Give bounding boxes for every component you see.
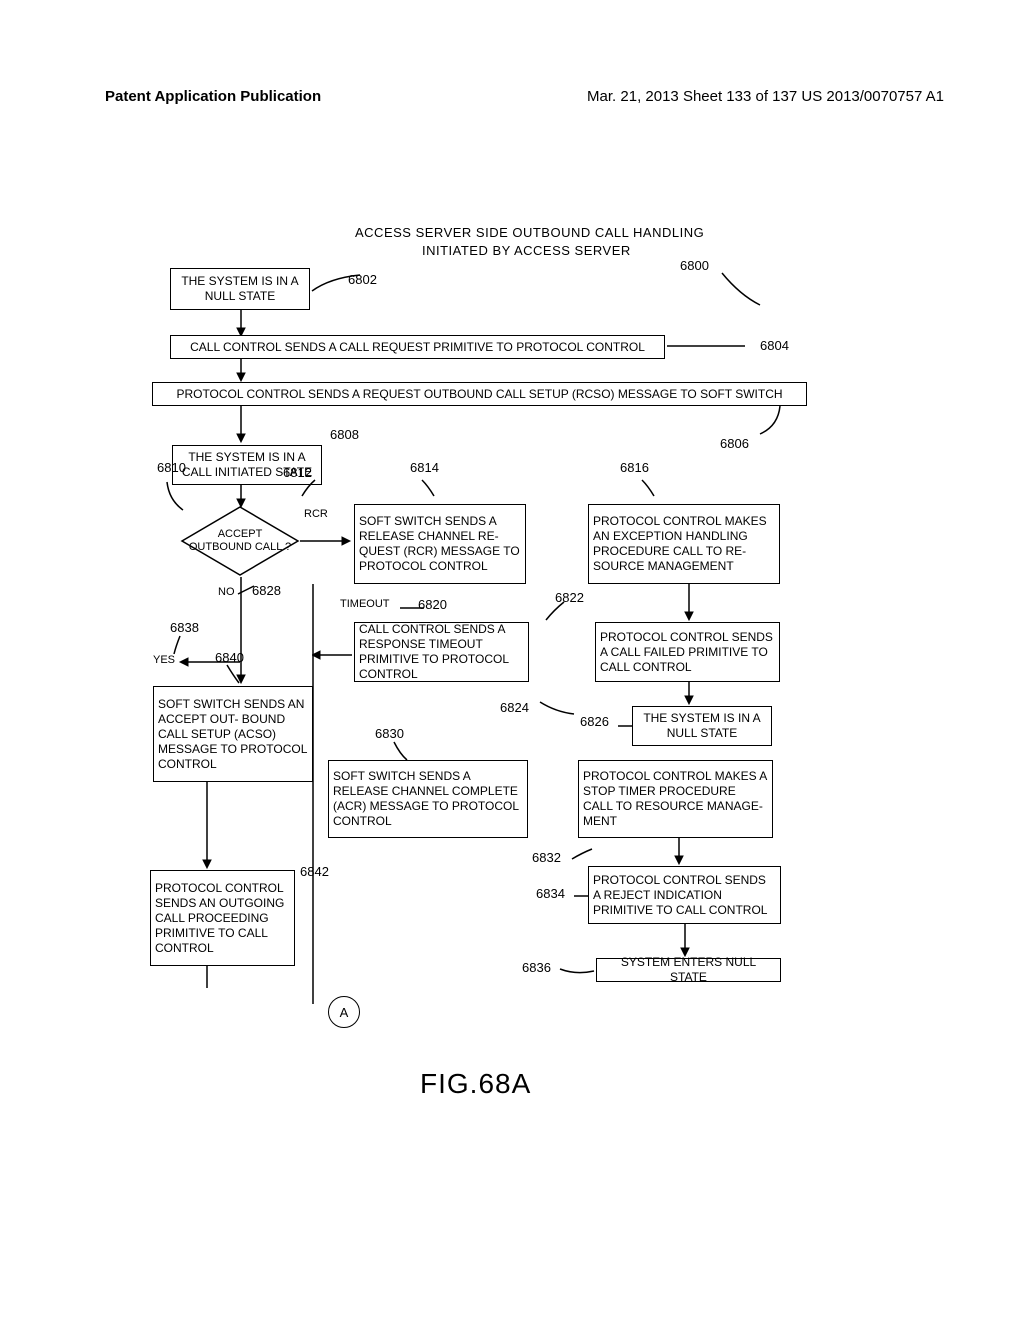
box-6802: THE SYSTEM IS IN A NULL STATE [170, 268, 310, 310]
box-6842: PROTOCOL CONTROL SENDS AN OUTGOING CALL … [150, 870, 295, 966]
ref-6800: 6800 [680, 258, 709, 273]
leader-6826 [616, 722, 636, 732]
leader-6834 [572, 892, 590, 902]
ref-6808: 6808 [330, 427, 359, 442]
title-line-1: ACCESS SERVER SIDE OUTBOUND CALL HANDLIN… [355, 225, 704, 240]
yes-label: YES [153, 654, 175, 666]
arrow-6834-6836 [678, 924, 692, 958]
box-6830: SOFT SWITCH SENDS A RELEASE CHANNEL COMP… [328, 760, 528, 838]
box-6826: THE SYSTEM IS IN A NULL STATE [632, 706, 772, 746]
box-6832: PROTOCOL CONTROL MAKES A STOP TIMER PROC… [578, 760, 773, 838]
ref-6834: 6834 [536, 886, 565, 901]
ref-6824: 6824 [500, 700, 529, 715]
arrow-6824-6826 [682, 682, 696, 706]
arrow-6804-6806 [234, 359, 248, 383]
title-line-2: INITIATED BY ACCESS SERVER [422, 243, 631, 258]
arrow-6842-down [200, 966, 214, 996]
arrow-6802-6804 [234, 310, 248, 338]
box-6836: SYSTEM ENTERS NULL STATE [596, 958, 781, 982]
ref-6836: 6836 [522, 960, 551, 975]
ref-6810-label: 6810 [157, 460, 186, 475]
rcr-label: RCR [304, 508, 328, 520]
arrow-6816-6824 [682, 584, 696, 622]
leader-6804 [665, 338, 765, 358]
leader-6832 [570, 847, 594, 865]
ref-6814: 6814 [410, 460, 439, 475]
leader-6824 [538, 700, 578, 718]
no-label: NO [218, 586, 235, 598]
box-6822: CALL CONTROL SENDS A RESPONSE TIMEOUT PR… [354, 622, 529, 682]
ref-6816: 6816 [620, 460, 649, 475]
diamond-6810: ACCEPT OUTBOUND CALL ? [180, 505, 300, 577]
header-left: Patent Application Publication [105, 88, 321, 105]
leader-6830 [392, 740, 412, 762]
ref-6838: 6838 [170, 620, 199, 635]
ref-6804: 6804 [760, 338, 789, 353]
leader-6800 [720, 265, 780, 315]
diamond-6810-label: ACCEPT OUTBOUND CALL ? [180, 528, 300, 553]
box-6834: PROTOCOL CONTROL SENDS A REJECT INDICATI… [588, 866, 781, 924]
vert-col2 [306, 584, 320, 1014]
leader-6838 [172, 634, 190, 656]
arrow-6806-6808 [234, 406, 248, 444]
box-6840: SOFT SWITCH SENDS AN ACCEPT OUT- BOUND C… [153, 686, 313, 782]
box-6816: PROTOCOL CONTROL MAKES AN EXCEPTION HAND… [588, 504, 780, 584]
box-6824: PROTOCOL CONTROL SENDS A CALL FAILED PRI… [595, 622, 780, 682]
arrow-yes-branch [176, 655, 242, 669]
ref-6842: 6842 [300, 864, 329, 879]
leader-6816 [640, 478, 660, 503]
ref-6830: 6830 [375, 726, 404, 741]
leader-6836 [558, 965, 598, 977]
page: Patent Application Publication Mar. 21, … [0, 0, 1024, 1320]
ref-6802: 6802 [348, 272, 377, 287]
box-6814: SOFT SWITCH SENDS A RELEASE CHANNEL RE- … [354, 504, 526, 584]
figure-caption: FIG.68A [420, 1068, 531, 1100]
arrow-6840-6842 [200, 782, 214, 872]
leader-6822 [544, 600, 570, 624]
timeout-label: TIMEOUT [340, 598, 390, 610]
arrow-6832-6834 [672, 838, 686, 866]
leader-6814 [420, 478, 440, 503]
arrow-to-connector [206, 996, 334, 1016]
ref-6826: 6826 [580, 714, 609, 729]
ref-6832: 6832 [532, 850, 561, 865]
header-right: Mar. 21, 2013 Sheet 133 of 137 US 2013/0… [587, 88, 944, 105]
box-6804: CALL CONTROL SENDS A CALL REQUEST PRIMIT… [170, 335, 665, 359]
ref-6806: 6806 [720, 436, 749, 451]
box-6806: PROTOCOL CONTROL SENDS A REQUEST OUTBOUN… [152, 382, 807, 406]
leader-6812 [300, 478, 320, 503]
arrow-6810-6814 [300, 534, 354, 548]
ref-6820: 6820 [418, 597, 447, 612]
arrow-6810-down [234, 577, 248, 687]
